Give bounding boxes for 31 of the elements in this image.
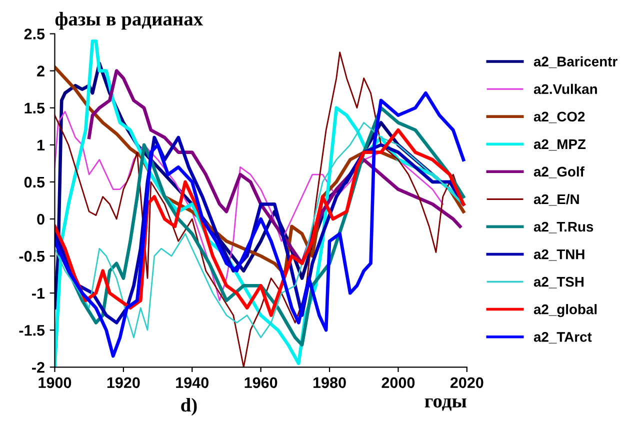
y-tick-label: 2.5 (24, 28, 45, 40)
legend-label: a2_TSH (534, 276, 584, 288)
x-tick-label: 1980 (313, 377, 346, 388)
legend-label: a2_Golf (534, 166, 584, 178)
y-tick-label: -1 (32, 288, 45, 299)
legend-label: a2.Vulkan (534, 84, 597, 94)
x-tick-label: 1940 (176, 377, 208, 388)
y-tick-label: -1.5 (19, 325, 45, 336)
legend-label: a2_MPZ (534, 139, 586, 151)
x-tick-label: 2020 (450, 377, 484, 388)
chart-title: фазы в радианах (55, 12, 203, 30)
legend-label: a2_TNH (534, 249, 584, 261)
y-tick-label: 1.5 (24, 102, 45, 114)
legend-label: a2_TArct (534, 332, 592, 344)
legend-label: a2_global (534, 304, 597, 318)
y-tick-label: 2 (37, 66, 44, 76)
text: d) (181, 398, 197, 416)
legend-label: a2_T.Rus (534, 222, 594, 234)
x-tick-label: 1900 (38, 377, 72, 388)
y-tick-label: -0.5 (19, 250, 45, 262)
y-tick-label: -2 (32, 362, 44, 373)
legend-label: a2_Baricentr (534, 56, 618, 68)
y-tick-label: 1 (37, 140, 45, 150)
legend-label: a2_CO2 (534, 112, 585, 124)
y-tick-label: 0 (37, 214, 44, 225)
legend-label: a2_E/N (534, 194, 579, 206)
x-tick-label: 1960 (244, 377, 278, 388)
x-tick-label: 2000 (382, 377, 415, 388)
x-axis-title: годы (424, 398, 466, 411)
y-tick-label: 0.5 (24, 176, 45, 188)
x-tick-label: 1920 (107, 377, 140, 388)
